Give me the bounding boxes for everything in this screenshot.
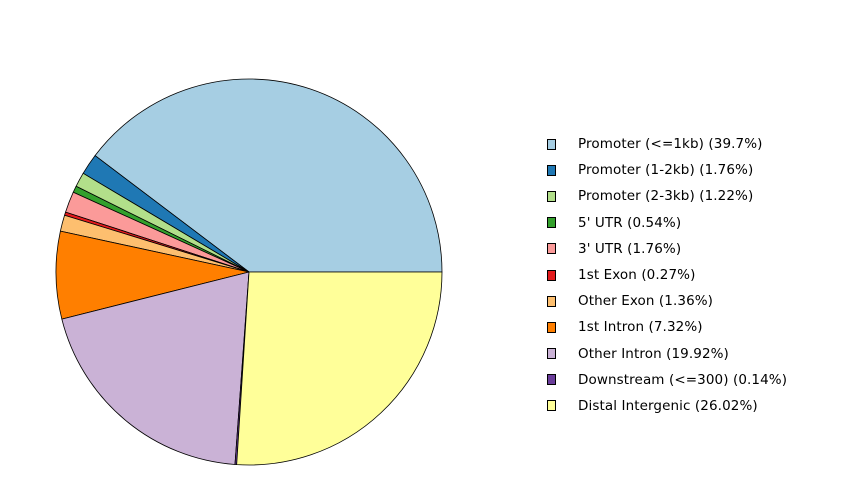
legend-swatch xyxy=(547,348,556,360)
legend-swatch xyxy=(547,138,556,150)
legend-label: Distal Intergenic (26.02%) xyxy=(578,397,758,414)
legend-label: Other Exon (1.36%) xyxy=(578,293,714,310)
pie-slice-0 xyxy=(94,78,443,273)
legend-item: 3' UTR (1.76%) xyxy=(547,236,787,262)
legend-swatch xyxy=(547,243,556,255)
legend-swatch xyxy=(547,374,556,386)
legend-label: 3' UTR (1.76%) xyxy=(578,240,682,257)
legend-item: 1st Intron (7.32%) xyxy=(547,314,787,340)
legend-label: Promoter (1-2kb) (1.76%) xyxy=(578,162,754,179)
legend-item: Other Intron (19.92%) xyxy=(547,341,787,367)
legend-label: Other Intron (19.92%) xyxy=(578,345,729,362)
legend-label: Promoter (<=1kb) (39.7%) xyxy=(578,136,763,153)
legend-label: Promoter (2-3kb) (1.22%) xyxy=(578,188,754,205)
legend-label: 1st Intron (7.32%) xyxy=(578,319,703,336)
pie-slice-8 xyxy=(61,271,250,465)
legend-label: 5' UTR (0.54%) xyxy=(578,214,682,231)
legend-swatch xyxy=(547,164,556,176)
legend-item: 5' UTR (0.54%) xyxy=(547,210,787,236)
legend-item: Other Exon (1.36%) xyxy=(547,288,787,314)
legend-label: Downstream (<=300) (0.14%) xyxy=(578,371,788,388)
chart-legend: Promoter (<=1kb) (39.7%) Promoter (1-2kb)… xyxy=(547,131,787,419)
legend-swatch xyxy=(547,217,556,229)
legend-swatch xyxy=(547,295,556,307)
legend-item: Promoter (1-2kb) (1.76%) xyxy=(547,157,787,183)
legend-item: Promoter (<=1kb) (39.7%) xyxy=(547,131,787,157)
legend-item: Distal Intergenic (26.02%) xyxy=(547,393,787,419)
legend-swatch xyxy=(547,400,556,412)
legend-swatch xyxy=(547,321,556,333)
legend-item: 1st Exon (0.27%) xyxy=(547,262,787,288)
legend-item: Downstream (<=300) (0.14%) xyxy=(547,367,787,393)
legend-swatch xyxy=(547,269,556,281)
legend-item: Promoter (2-3kb) (1.22%) xyxy=(547,183,787,209)
pie-slices xyxy=(55,78,443,466)
legend-swatch xyxy=(547,190,556,202)
pie-slice-10 xyxy=(236,271,443,466)
legend-label: 1st Exon (0.27%) xyxy=(578,267,696,284)
